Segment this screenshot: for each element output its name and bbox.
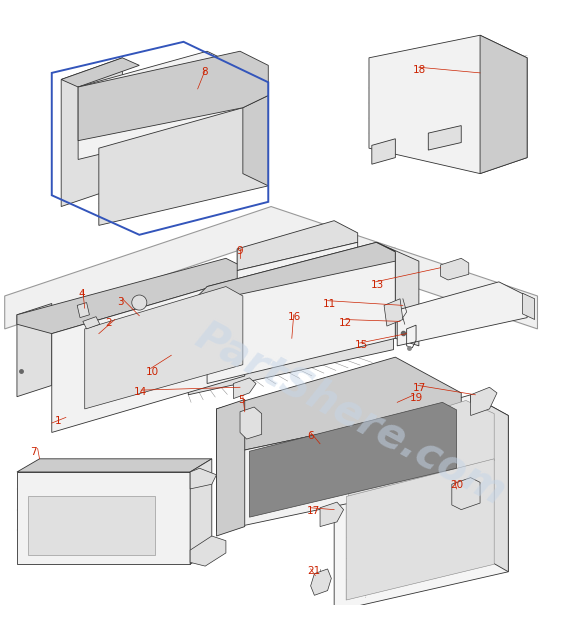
Text: 18: 18 — [413, 65, 426, 75]
Polygon shape — [17, 459, 212, 472]
Text: 5: 5 — [238, 395, 245, 405]
Text: 19: 19 — [410, 393, 423, 403]
Polygon shape — [233, 378, 256, 399]
Text: PartShere.com: PartShere.com — [188, 314, 513, 513]
Text: 7: 7 — [30, 447, 37, 457]
Polygon shape — [369, 36, 527, 174]
Text: 10: 10 — [146, 366, 159, 376]
Polygon shape — [480, 36, 527, 174]
Polygon shape — [334, 395, 508, 611]
Text: 11: 11 — [323, 299, 336, 309]
Polygon shape — [28, 497, 156, 555]
Polygon shape — [188, 293, 393, 395]
Polygon shape — [384, 299, 403, 326]
Polygon shape — [372, 139, 395, 164]
Text: 4: 4 — [78, 289, 85, 300]
Polygon shape — [99, 108, 268, 226]
Polygon shape — [522, 293, 535, 320]
Polygon shape — [188, 359, 209, 373]
Polygon shape — [243, 95, 268, 186]
Text: 15: 15 — [355, 340, 368, 350]
Text: 6: 6 — [307, 430, 313, 440]
Polygon shape — [188, 242, 395, 305]
Polygon shape — [348, 401, 494, 498]
Polygon shape — [310, 569, 331, 596]
Polygon shape — [17, 303, 52, 397]
Text: 9: 9 — [236, 246, 243, 256]
Polygon shape — [249, 402, 457, 517]
Polygon shape — [207, 242, 395, 384]
Polygon shape — [77, 303, 89, 318]
Polygon shape — [237, 242, 358, 287]
Polygon shape — [168, 348, 188, 362]
Polygon shape — [429, 126, 461, 150]
Text: 14: 14 — [134, 388, 147, 397]
Text: 13: 13 — [371, 280, 384, 290]
Polygon shape — [78, 51, 240, 159]
Text: 17: 17 — [413, 383, 426, 392]
Polygon shape — [441, 259, 469, 280]
Polygon shape — [377, 242, 419, 346]
Polygon shape — [471, 388, 497, 416]
Polygon shape — [217, 357, 461, 456]
Polygon shape — [471, 395, 508, 572]
Polygon shape — [217, 404, 461, 531]
Polygon shape — [17, 472, 190, 564]
Polygon shape — [240, 407, 262, 439]
Text: 20: 20 — [450, 480, 463, 490]
Polygon shape — [217, 399, 245, 536]
Text: 3: 3 — [117, 297, 123, 307]
Circle shape — [132, 295, 147, 310]
Polygon shape — [397, 282, 527, 346]
Polygon shape — [237, 221, 358, 270]
Text: 21: 21 — [307, 566, 320, 576]
Polygon shape — [61, 58, 122, 207]
Text: 8: 8 — [202, 67, 208, 77]
Polygon shape — [190, 536, 226, 566]
Polygon shape — [320, 502, 343, 526]
Polygon shape — [452, 478, 480, 510]
Polygon shape — [346, 459, 494, 600]
Text: 12: 12 — [339, 318, 352, 328]
Polygon shape — [85, 287, 243, 409]
Text: 1: 1 — [55, 416, 61, 426]
Text: 17: 17 — [307, 506, 320, 516]
Polygon shape — [61, 58, 139, 87]
Polygon shape — [5, 207, 537, 329]
Polygon shape — [52, 277, 245, 432]
Polygon shape — [83, 316, 100, 329]
Polygon shape — [17, 259, 245, 334]
Text: 16: 16 — [288, 312, 301, 322]
Polygon shape — [78, 51, 268, 141]
Polygon shape — [190, 468, 217, 489]
Polygon shape — [190, 459, 212, 564]
Text: 2: 2 — [105, 318, 112, 328]
